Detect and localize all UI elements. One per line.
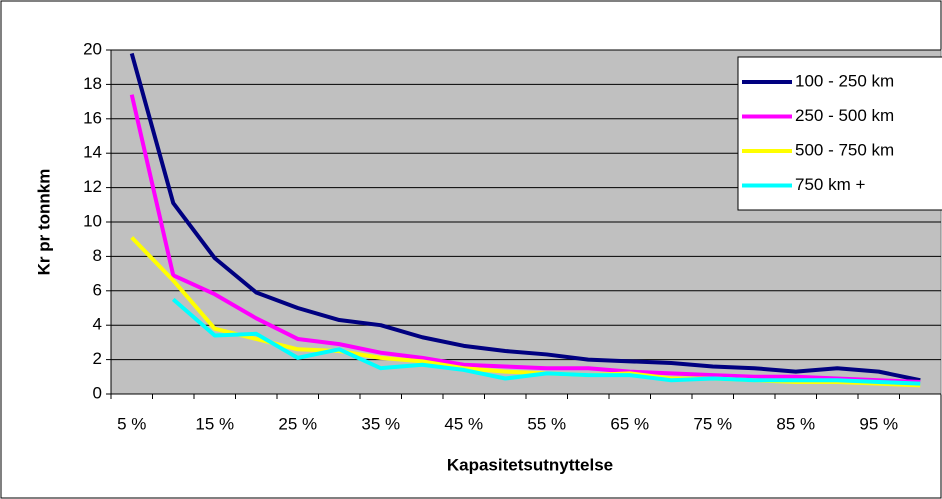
x-tick-label: 45 % — [444, 414, 483, 433]
legend-label: 100 - 250 km — [795, 71, 894, 90]
y-tick-label: 14 — [83, 143, 102, 162]
x-tick-label: 95 % — [859, 414, 898, 433]
legend-label: 500 - 750 km — [795, 140, 894, 159]
y-tick-label: 0 — [93, 383, 102, 402]
x-tick-label: 85 % — [776, 414, 815, 433]
x-tick-label: 25 % — [278, 414, 317, 433]
series-line — [129, 52, 921, 383]
y-tick-label: 16 — [83, 108, 102, 127]
x-axis-title: Kapasitetsutnyttelse — [447, 455, 613, 474]
x-tick-label: 5 % — [117, 414, 146, 433]
y-tick-label: 12 — [83, 177, 102, 196]
series-line — [171, 297, 921, 386]
y-tick-label: 18 — [83, 74, 102, 93]
x-tick-label: 35 % — [361, 414, 400, 433]
series-line — [129, 94, 921, 384]
x-tick-label: 75 % — [693, 414, 732, 433]
y-tick-label: 6 — [93, 280, 102, 299]
y-tick-label: 10 — [83, 211, 102, 230]
y-tick-label: 20 — [83, 39, 102, 58]
y-tick-label: 4 — [93, 315, 102, 334]
x-tick-label: 15 % — [195, 414, 234, 433]
y-tick-label: 2 — [93, 349, 102, 368]
x-tick-label: 65 % — [610, 414, 649, 433]
y-tick-label: 8 — [93, 246, 102, 265]
legend-label: 250 - 500 km — [795, 106, 894, 125]
x-tick-label: 55 % — [527, 414, 566, 433]
y-axis-title: Kr pr tonnkm — [34, 169, 53, 276]
legend-label: 750 km + — [795, 175, 865, 194]
